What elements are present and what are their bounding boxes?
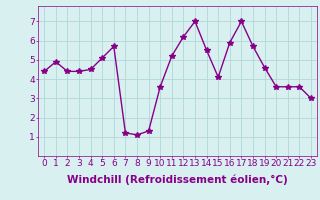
X-axis label: Windchill (Refroidissement éolien,°C): Windchill (Refroidissement éolien,°C) xyxy=(67,174,288,185)
